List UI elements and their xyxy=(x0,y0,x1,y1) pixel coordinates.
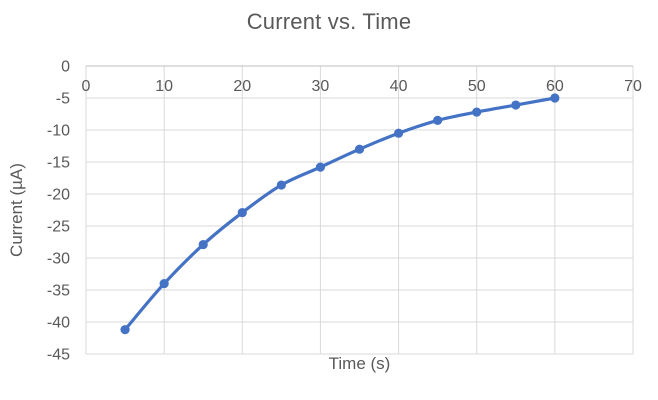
x-axis-title: Time (s) xyxy=(328,354,391,373)
y-tick-label: 0 xyxy=(61,59,70,76)
gridlines xyxy=(85,65,634,355)
y-tick-label: -40 xyxy=(47,315,70,332)
y-tick-label: -5 xyxy=(56,91,70,108)
data-point-marker[interactable] xyxy=(393,128,404,138)
data-point-marker[interactable] xyxy=(354,144,365,154)
data-point-marker[interactable] xyxy=(237,207,247,218)
x-tick-labels: 0 10 20 30 40 50 60 70 xyxy=(82,78,642,95)
data-point-marker[interactable] xyxy=(120,325,130,335)
x-tick-label: 70 xyxy=(624,78,642,95)
data-point-marker[interactable] xyxy=(276,180,286,190)
x-tick-label: 60 xyxy=(546,78,564,95)
x-tick-label: 0 xyxy=(82,78,91,95)
data-point-marker[interactable] xyxy=(315,162,326,172)
x-tick-label: 20 xyxy=(233,78,251,95)
data-point-marker[interactable] xyxy=(433,115,443,125)
data-point-marker[interactable] xyxy=(511,100,521,110)
data-point-marker[interactable] xyxy=(198,239,208,250)
series-line xyxy=(123,96,557,332)
x-tick-label: 50 xyxy=(468,78,486,95)
y-tick-label: -15 xyxy=(47,155,70,172)
y-tick-label: -35 xyxy=(47,283,70,300)
data-point-marker[interactable] xyxy=(159,279,169,289)
x-tick-label: 10 xyxy=(155,78,173,95)
y-tick-label: -25 xyxy=(47,219,70,236)
y-tick-label: -45 xyxy=(47,347,70,364)
x-tick-label: 40 xyxy=(390,78,408,95)
series-markers xyxy=(120,93,560,335)
y-tick-label: -30 xyxy=(47,251,70,268)
data-point-marker[interactable] xyxy=(550,93,560,103)
data-point-marker[interactable] xyxy=(472,107,482,117)
y-tick-label: -10 xyxy=(47,123,70,140)
chart-title: Current vs. Time xyxy=(246,9,412,34)
x-tick-label: 30 xyxy=(312,78,330,95)
y-tick-label: -20 xyxy=(47,187,70,204)
y-tick-labels: 0 -5 -10 -15 -20 -25 -30 -35 -40 -45 xyxy=(47,59,70,364)
